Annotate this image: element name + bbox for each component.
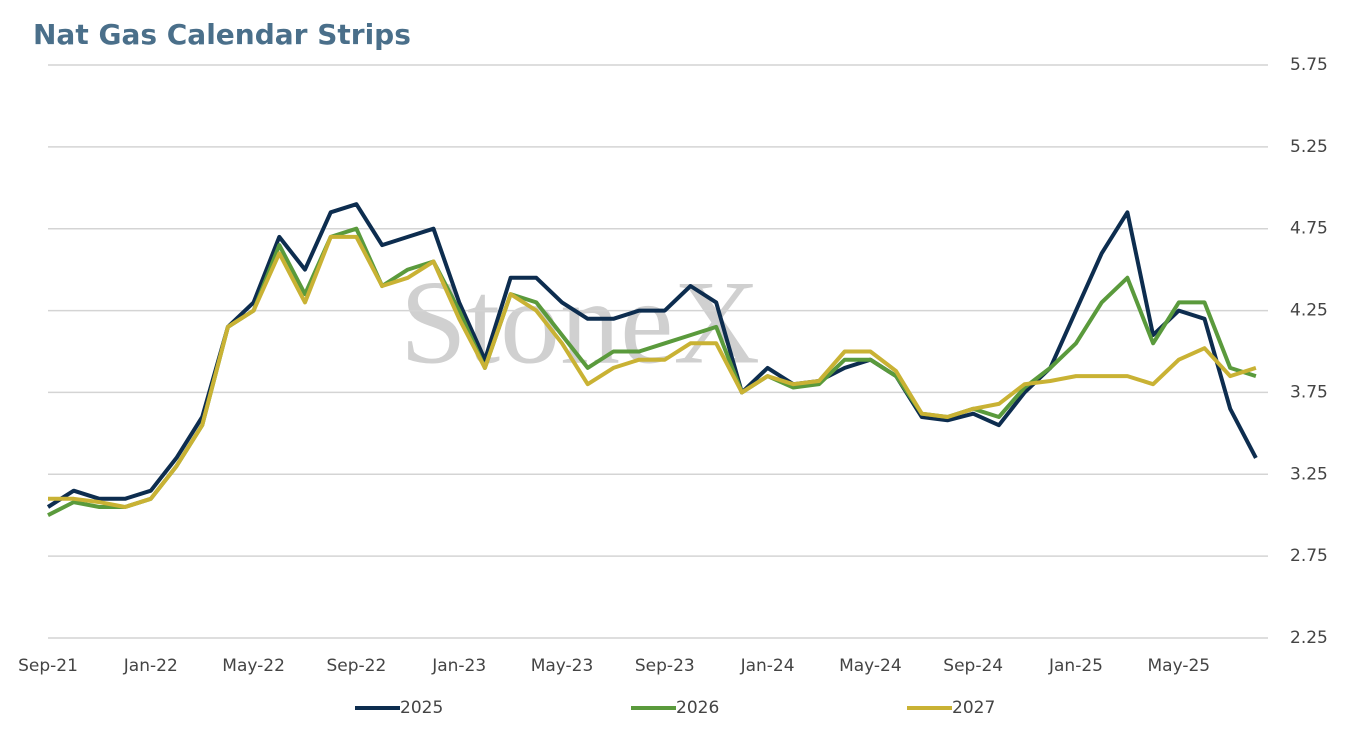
x-tick-label: Jan-22 xyxy=(123,656,178,676)
y-tick-label: 4.75 xyxy=(1290,219,1328,239)
x-tick-label: Jan-23 xyxy=(431,656,486,676)
y-tick-label: 4.25 xyxy=(1290,301,1328,321)
y-tick-label: 5.75 xyxy=(1290,55,1328,75)
chart-title: Nat Gas Calendar Strips xyxy=(33,18,411,51)
x-tick-label: Sep-23 xyxy=(635,656,695,676)
y-tick-label: 2.75 xyxy=(1290,546,1328,566)
legend-label: 2026 xyxy=(676,698,719,718)
y-tick-label: 3.25 xyxy=(1290,464,1328,484)
x-tick-label: Sep-21 xyxy=(18,656,78,676)
y-tick-label: 5.25 xyxy=(1290,137,1328,157)
legend-label: 2025 xyxy=(400,698,443,718)
x-tick-label: Sep-24 xyxy=(943,656,1003,676)
x-tick-label: May-23 xyxy=(531,656,594,676)
x-tick-label: May-24 xyxy=(839,656,902,676)
series-line xyxy=(48,234,1257,509)
x-tick-label: Sep-22 xyxy=(326,656,386,676)
x-tick-label: May-22 xyxy=(222,656,285,676)
y-tick-label: 2.25 xyxy=(1290,628,1328,648)
x-tick-label: Jan-24 xyxy=(740,656,795,676)
legend-label: 2027 xyxy=(952,698,995,718)
series-line xyxy=(46,202,1258,509)
x-tick-label: Jan-25 xyxy=(1048,656,1103,676)
x-tick-label: May-25 xyxy=(1147,656,1210,676)
y-tick-label: 3.75 xyxy=(1290,382,1328,402)
